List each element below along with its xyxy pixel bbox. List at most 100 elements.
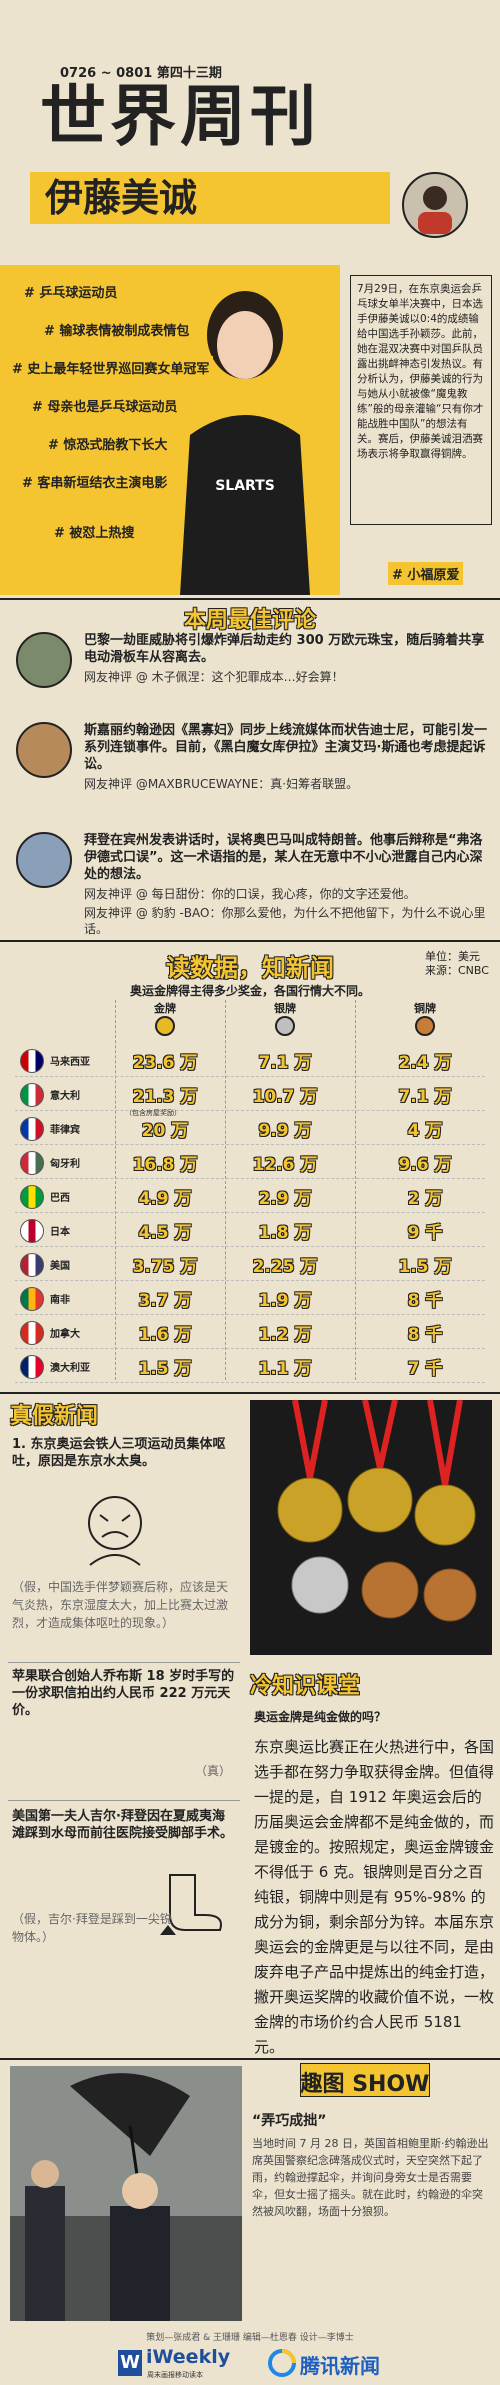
prize-value: 1.5 万	[138, 1359, 192, 1379]
comment: 斯嘉丽约翰逊因《黑寡妇》同步上线流媒体而状告迪士尼，可能引发一系列连锁事件。目前…	[84, 722, 489, 792]
masthead: 世界周刊	[40, 78, 320, 155]
column-divider	[355, 1000, 356, 1380]
row-divider	[15, 1246, 485, 1247]
row-divider	[15, 1280, 485, 1281]
verdict: （真）	[195, 1764, 232, 1778]
row-divider	[15, 1348, 485, 1349]
player-photo: SLARTS	[180, 291, 310, 595]
logo-mark: W	[118, 2350, 142, 2376]
fun-photo	[10, 2066, 242, 2321]
prize-value: 8 千	[407, 1325, 443, 1345]
column-divider	[115, 1000, 116, 1380]
tag: # 输球表情被制成表情包	[40, 318, 194, 341]
tag: # 乒乓球运动员	[20, 280, 122, 303]
tag: # 被怼上热搜	[50, 520, 139, 543]
flag	[20, 1219, 44, 1243]
brand-sub: 周末画报移动读本	[147, 2371, 203, 2379]
avatar	[16, 722, 72, 778]
unit: 单位：美元	[425, 950, 480, 963]
row-divider	[15, 1314, 485, 1315]
country: 意大利	[50, 1091, 80, 1102]
flag	[20, 1083, 44, 1107]
row-divider	[15, 1178, 485, 1179]
country: 马来西亚	[50, 1057, 90, 1068]
column-divider	[225, 1000, 226, 1380]
question: 奥运金牌是纯金做的吗？	[254, 1710, 387, 1724]
section-title: 冷知识课堂	[250, 1674, 361, 1699]
tag: # 惊恐式胎教下长大	[44, 432, 172, 455]
divider	[8, 1800, 240, 1801]
fun-body: 当地时间 7 月 28 日，英国首相鲍里斯·约翰逊出席英国警察纪念碑落成仪式时，…	[252, 2137, 489, 2218]
verdict: （假，中国选手伴梦颖赛后称，应该是天气炎热，东京湿度太大，加上比赛太过激烈，才造…	[12, 1580, 229, 1630]
avatar	[16, 832, 72, 888]
prize-value: 7.1 万	[398, 1087, 452, 1107]
prize-value: 1.5 万	[398, 1257, 452, 1277]
prize-value: 7.1 万	[258, 1053, 312, 1073]
verdict: （假，吉尔·拜登是踩到一尖锐物体。）	[12, 1912, 172, 1944]
prize-value: 7 千	[407, 1359, 443, 1379]
prize-value: 12.6 万	[252, 1155, 318, 1175]
prize-value: 16.8 万	[132, 1155, 198, 1175]
prize-value: 8 千	[407, 1291, 443, 1311]
row-divider	[15, 1076, 485, 1077]
tag: # 史上最年轻世界巡回赛女单冠军	[8, 356, 214, 379]
subtitle: 伊藤美诚	[45, 176, 198, 220]
prize-value: 3.75 万	[132, 1257, 198, 1277]
flag	[20, 1151, 44, 1175]
country: 美国	[50, 1261, 70, 1272]
column-header: 银牌	[274, 1002, 296, 1015]
flag	[20, 1117, 44, 1141]
comment-news: 拜登在宾州发表讲话时，误将奥巴马叫成特朗普。他事后辩称是“弗洛伊德式口误”。这一…	[84, 833, 483, 882]
prize-value: 23.6 万	[132, 1053, 198, 1073]
medal-icon	[155, 1016, 175, 1036]
title-box	[300, 2063, 430, 2097]
illustration	[88, 1496, 142, 1566]
column-header: 铜牌	[414, 1002, 436, 1015]
note: （包含房屋奖励）	[125, 1109, 181, 1117]
svg-text:SLARTS: SLARTS	[215, 478, 275, 494]
row-divider	[15, 1212, 485, 1213]
medal-icon	[275, 1016, 295, 1036]
prize-value: 21.3 万	[132, 1087, 198, 1107]
tag: # 母亲也是乒乓球运动员	[28, 394, 182, 417]
comment-news: 巴黎一劫匪威胁将引爆炸弹后劫走约 300 万欧元珠宝，随后骑着共享电动滑板车从容…	[84, 633, 485, 665]
row-divider	[15, 1144, 485, 1145]
comment: 巴黎一劫匪威胁将引爆炸弹后劫走约 300 万欧元珠宝，随后骑着共享电动滑板车从容…	[84, 632, 489, 685]
flag	[20, 1355, 44, 1379]
caption: “弄巧成拙”	[252, 2113, 327, 2129]
country: 日本	[50, 1227, 70, 1238]
prize-value: 1.1 万	[258, 1359, 312, 1379]
claim: 美国第一夫人吉尔·拜登因在夏威夷海滩踩到水母而前往医院接受脚部手术。	[12, 1809, 234, 1841]
prize-value: 1.6 万	[138, 1325, 192, 1345]
prize-value: 4 万	[407, 1121, 443, 1141]
divider	[0, 2058, 500, 2060]
country: 匈牙利	[50, 1159, 80, 1170]
tag: # 小福原爱	[388, 562, 464, 585]
country: 巴西	[50, 1193, 70, 1204]
flag	[20, 1049, 44, 1073]
comment-news: 斯嘉丽约翰逊因《黑寡妇》同步上线流媒体而状告迪士尼，可能引发一系列连锁事件。目前…	[84, 723, 488, 772]
avatar	[16, 632, 72, 688]
medal-photo	[250, 1400, 492, 1655]
prize-value: 2.9 万	[258, 1189, 312, 1209]
divider	[0, 940, 500, 942]
country: 南非	[50, 1295, 70, 1306]
section-title: 读数据，知新闻	[166, 954, 334, 982]
flag	[20, 1287, 44, 1311]
subtitle-band	[30, 172, 390, 224]
medal-icon	[415, 1016, 435, 1036]
issue: 0726 ~ 0801 第四十三期	[60, 66, 222, 81]
divider	[0, 598, 500, 600]
row-divider	[15, 1110, 485, 1111]
country: 菲律宾	[50, 1125, 80, 1136]
column-header: 金牌	[154, 1002, 176, 1015]
flag	[20, 1253, 44, 1277]
comment-reply: 网友神评 @MAXBRUCEWAYNE：真·妇筹者联盟。	[84, 777, 359, 791]
source: 来源：CNBC	[425, 964, 489, 977]
section-title: 本周最佳评论	[183, 608, 316, 633]
logo-mark	[268, 2349, 296, 2377]
divider	[8, 1662, 240, 1663]
prize-value: 4.5 万	[138, 1223, 192, 1243]
comment-reply: 网友神评 @ 每日甜份：你的口误，我心疼，你的文字还爱他。	[84, 887, 416, 901]
prize-value: 4.9 万	[138, 1189, 192, 1209]
